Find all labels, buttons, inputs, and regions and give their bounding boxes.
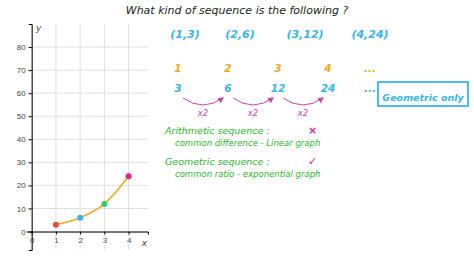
y-tick-label: 80 xyxy=(17,43,26,52)
y-grid-line xyxy=(22,139,148,140)
annotation: ... xyxy=(364,82,376,94)
x-axis-line xyxy=(23,232,149,235)
y-grid-line xyxy=(22,208,148,209)
x-tick-label: 4 xyxy=(127,236,132,245)
y-grid-line xyxy=(22,185,148,186)
title: What kind of sequence is the following ? xyxy=(126,4,349,17)
y-tick-mark xyxy=(29,139,32,140)
y-axis-line xyxy=(29,25,32,251)
y-tick: 40 xyxy=(17,135,32,144)
y-tick: 20 xyxy=(17,181,32,190)
point xyxy=(126,173,132,179)
y-tick-label: 30 xyxy=(17,158,26,167)
annotation: 24 xyxy=(321,82,336,94)
x-tick: 4 xyxy=(127,232,132,246)
annotation: common ratio - exponential graph xyxy=(175,169,321,179)
x-tick-label: 2 xyxy=(78,236,83,245)
y-tick: 10 xyxy=(17,205,32,214)
grid xyxy=(22,24,148,250)
annotation: 3 xyxy=(274,62,281,74)
annotation: x2 xyxy=(297,108,308,118)
x-tick-label: 1 xyxy=(54,236,59,245)
chart: What kind of sequence is the following ?… xyxy=(0,0,474,266)
annotation: x2 xyxy=(247,108,258,118)
x-tick: 2 xyxy=(78,232,83,246)
point xyxy=(77,215,83,221)
x-grid-line xyxy=(128,24,129,250)
y-tick-label: 10 xyxy=(17,205,26,214)
annotation: 4 xyxy=(323,62,331,74)
annotation: 6 xyxy=(224,82,231,94)
y-grid-line xyxy=(22,47,148,48)
ratio-arrow xyxy=(183,98,223,105)
ratio-arrow xyxy=(233,98,273,105)
x-tick: 3 xyxy=(103,232,108,246)
y-tick-mark xyxy=(29,47,32,48)
plot-area xyxy=(53,173,132,227)
y-tick-mark xyxy=(29,70,32,71)
annotation: 2 xyxy=(224,62,231,74)
annotation: (4,24) xyxy=(351,28,388,41)
annotation: x2 xyxy=(197,108,208,118)
y-tick-mark xyxy=(29,208,32,209)
y-tick-label: 60 xyxy=(17,89,26,98)
y-grid-line xyxy=(22,93,148,94)
annotation: 3 xyxy=(174,82,181,94)
x-axis-title: x xyxy=(141,238,148,248)
x-grid-line xyxy=(55,24,56,250)
x-tick-label: 3 xyxy=(103,236,108,245)
y-tick: 80 xyxy=(17,43,32,52)
y-tick: 30 xyxy=(17,158,32,167)
y-tick-label: 50 xyxy=(17,112,26,121)
y-grid-line xyxy=(22,162,148,163)
y-grid-line xyxy=(22,70,148,71)
annotation: Arithmetic sequence : xyxy=(164,125,270,136)
y-tick-mark xyxy=(29,185,32,186)
y-tick-mark xyxy=(29,232,32,233)
annotation: (3,12) xyxy=(286,28,323,41)
y-tick-mark xyxy=(29,93,32,94)
y-tick: 0 xyxy=(21,228,31,237)
annotation: ✓ xyxy=(308,155,317,168)
x-grid-line xyxy=(104,24,105,250)
y-axis: 0 10 20 30 40 50 60 70 80 xyxy=(17,25,32,251)
point xyxy=(101,201,107,207)
annotations: (1,3)(2,6)(3,12)(4,24)1234...361224...x2… xyxy=(164,28,464,179)
annotation: Geometric only xyxy=(382,92,464,103)
y-tick-label: 40 xyxy=(17,135,26,144)
ratio-arrow xyxy=(283,98,323,105)
y-tick-mark xyxy=(29,116,32,117)
geometric-box xyxy=(378,82,468,106)
ratio-arrows xyxy=(183,98,323,105)
annotation: Geometric sequence : xyxy=(165,156,270,167)
x-tick-mark xyxy=(104,232,105,235)
y-tick-label: 20 xyxy=(17,181,26,190)
y-tick-mark xyxy=(29,162,32,163)
x-tick-mark xyxy=(56,232,57,235)
y-tick: 60 xyxy=(17,89,32,98)
x-tick: 1 xyxy=(54,232,59,246)
x-tick-mark xyxy=(129,232,130,235)
x-tick-mark xyxy=(80,232,81,235)
annotation: × xyxy=(308,124,317,137)
curve xyxy=(56,176,129,224)
y-axis-title: y xyxy=(35,23,42,33)
annotation: 12 xyxy=(271,82,286,94)
y-grid-line xyxy=(22,116,148,117)
annotation: common difference - Linear graph xyxy=(175,138,320,148)
annotation: 1 xyxy=(174,62,181,74)
annotation: ... xyxy=(364,62,376,74)
y-tick: 50 xyxy=(17,112,32,121)
y-tick-label: 70 xyxy=(17,66,26,75)
y-tick: 70 xyxy=(17,66,32,75)
point xyxy=(53,222,59,228)
annotation: (2,6) xyxy=(225,28,255,41)
annotation: (1,3) xyxy=(170,28,200,41)
x-axis: 01234 xyxy=(23,232,149,246)
y-tick-label: 0 xyxy=(21,228,26,237)
